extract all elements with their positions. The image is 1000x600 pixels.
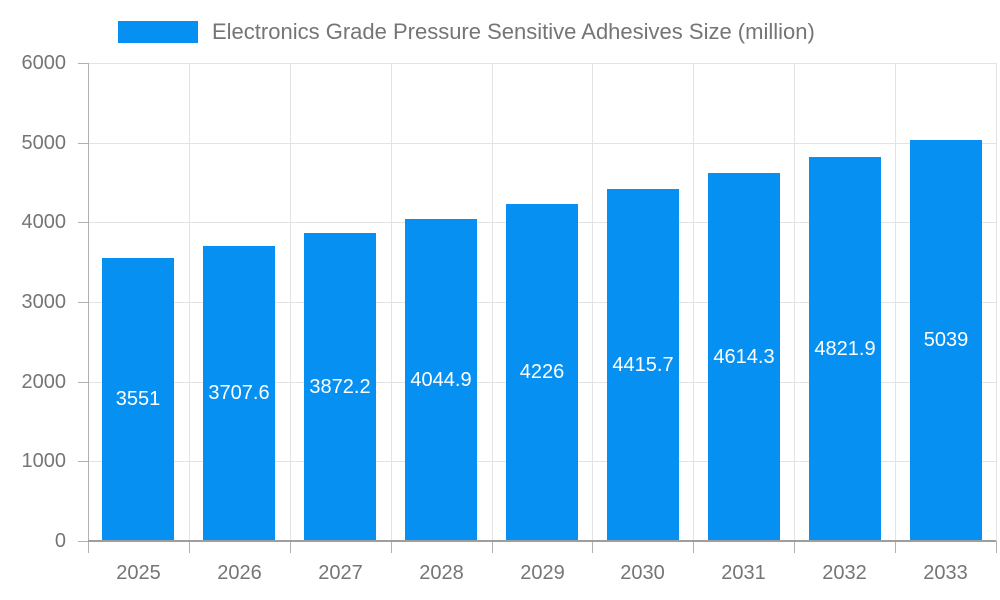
bar-value-label: 4821.9 [814, 337, 876, 360]
y-axis-tick [78, 63, 88, 64]
legend-swatch [118, 21, 198, 43]
bar[interactable]: 4415.7 [607, 189, 679, 541]
y-tick-label: 2000 [21, 371, 67, 393]
legend-label: Electronics Grade Pressure Sensitive Adh… [212, 19, 815, 44]
x-axis-tick [996, 541, 997, 553]
x-tick-label: 2027 [318, 562, 363, 584]
legend-item[interactable]: Electronics Grade Pressure Sensitive Adh… [118, 18, 815, 46]
x-axis-tick [492, 541, 493, 553]
y-tick-label: 3000 [21, 291, 67, 313]
bar-value-label: 3551 [115, 388, 161, 410]
v-gridline [794, 63, 795, 541]
y-tick-label: 6000 [21, 52, 67, 74]
bar[interactable]: 3872.2 [304, 233, 376, 541]
bar-value-label: 4226 [519, 361, 565, 383]
y-tick-label: 4000 [21, 211, 67, 233]
x-axis-tick [592, 541, 593, 553]
y-axis-line [88, 63, 89, 553]
bar-value-label: 4415.7 [612, 353, 674, 376]
x-tick-label: 2030 [620, 562, 665, 584]
bar[interactable]: 4044.9 [405, 219, 477, 541]
bar[interactable]: 3551 [102, 258, 174, 541]
y-axis-tick [78, 222, 88, 223]
x-axis-tick [794, 541, 795, 553]
x-tick-label: 2033 [923, 562, 968, 584]
bar-value-label: 3707.6 [208, 382, 270, 404]
x-axis-tick [290, 541, 291, 553]
v-gridline [592, 63, 593, 541]
x-tick-label: 2028 [419, 562, 464, 584]
y-tick-label: 0 [54, 530, 66, 552]
x-tick-label: 2029 [520, 562, 565, 584]
x-axis-tick [189, 541, 190, 553]
y-axis-tick [78, 302, 88, 303]
bar-value-label: 3872.2 [309, 375, 371, 398]
v-gridline [189, 63, 190, 541]
bar[interactable]: 3707.6 [203, 246, 275, 541]
y-axis-tick [78, 461, 88, 462]
h-gridline [88, 63, 996, 64]
bar-value-label: 5039 [923, 329, 969, 351]
v-gridline [996, 63, 997, 541]
x-axis-tick [391, 541, 392, 553]
y-axis-tick [78, 382, 88, 383]
bar[interactable]: 4821.9 [809, 157, 881, 541]
bar[interactable]: 4614.3 [708, 173, 780, 541]
y-axis-tick [78, 143, 88, 144]
bar-value-label: 4614.3 [713, 345, 775, 368]
h-gridline [88, 143, 996, 144]
v-gridline [693, 63, 694, 541]
y-axis-tick [78, 541, 88, 542]
bar[interactable]: 4226 [506, 204, 578, 541]
v-gridline [391, 63, 392, 541]
x-tick-label: 2031 [721, 562, 766, 584]
x-tick-label: 2026 [217, 562, 262, 584]
bar[interactable]: 5039 [910, 140, 982, 541]
v-gridline [290, 63, 291, 541]
v-gridline [492, 63, 493, 541]
x-tick-label: 2032 [822, 562, 867, 584]
y-tick-label: 1000 [21, 450, 67, 472]
bar-value-label: 4044.9 [410, 368, 472, 391]
x-axis-line [88, 540, 996, 542]
v-gridline [895, 63, 896, 541]
y-tick-label: 5000 [21, 132, 67, 154]
x-tick-label: 2025 [116, 562, 161, 584]
x-axis-tick [693, 541, 694, 553]
x-axis-tick [895, 541, 896, 553]
